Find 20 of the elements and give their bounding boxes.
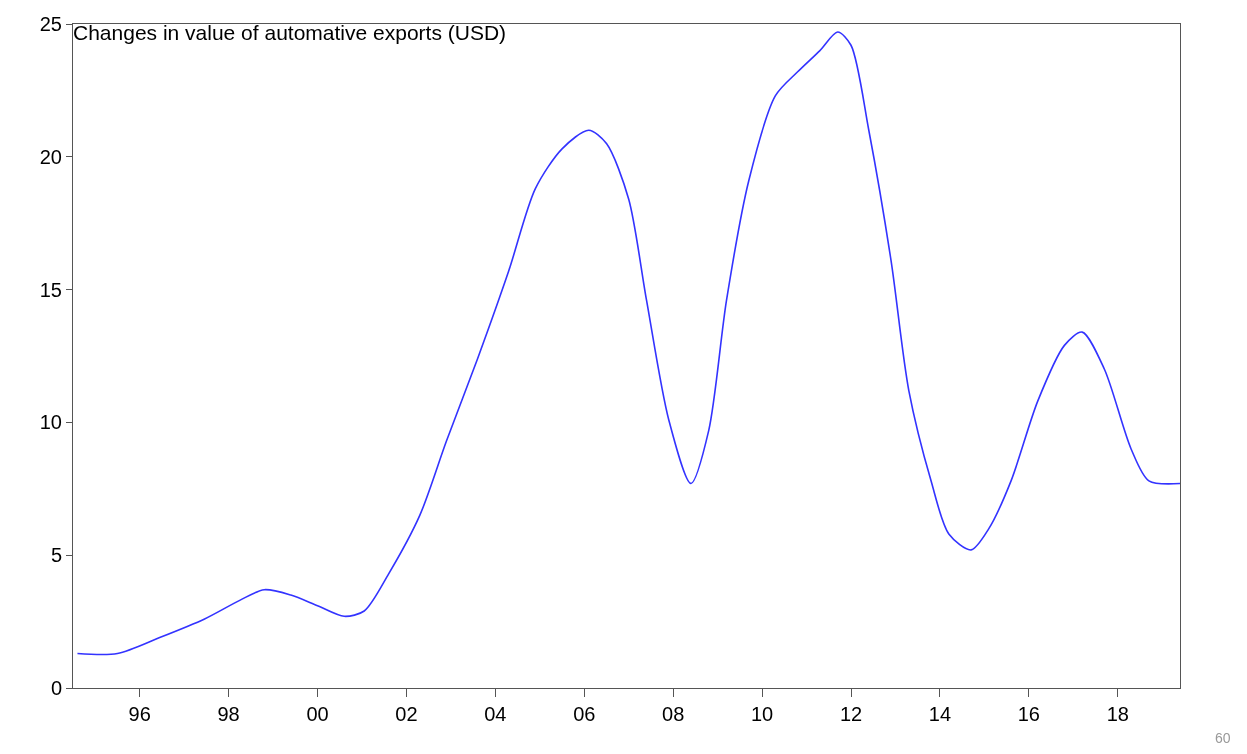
y-tick-label: 15 [39,278,62,301]
x-tick-label: 16 [1017,703,1040,725]
y-tick-label: 20 [39,145,62,168]
y-tick-label: 0 [50,677,62,699]
x-tick-label: 18 [1106,703,1129,725]
x-tick-label: 98 [217,703,240,725]
x-tick-label: 06 [573,703,596,725]
y-tick-label: 5 [50,544,62,567]
x-tick-label: 08 [662,703,685,725]
y-tick-label: 10 [39,411,62,434]
x-tick-label: 10 [750,703,774,725]
x-tick-label: 02 [395,703,418,725]
text: 60 [1215,730,1231,746]
x-tick-label: 04 [484,703,507,725]
chart-title: Changes in value of automative exports (USD) [73,21,507,45]
y-tick-label: 25 [39,13,62,35]
x-tick-label: 00 [306,703,329,725]
x-tick-label: 96 [128,703,151,725]
x-tick-label: 12 [839,703,863,725]
x-tick-label: 14 [928,703,952,725]
